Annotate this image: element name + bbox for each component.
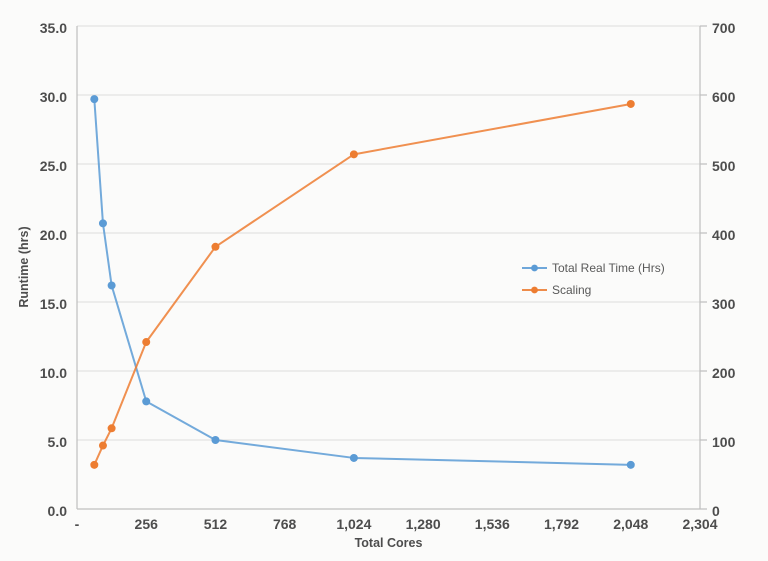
y-left-tick-label: 30.0 bbox=[39, 89, 67, 105]
y-right-tick-label: 400 bbox=[712, 227, 736, 243]
x-tick-label: 2,304 bbox=[682, 516, 718, 532]
data-point-scaling bbox=[211, 242, 220, 251]
data-point-total-real-time-hrs bbox=[626, 460, 635, 469]
y-right-tick-label: 600 bbox=[712, 89, 736, 105]
data-point-total-real-time-hrs bbox=[90, 95, 99, 104]
x-tick-label: 2,048 bbox=[613, 516, 649, 532]
y-right-tick-label: 200 bbox=[712, 365, 736, 381]
x-tick-label: 1,280 bbox=[405, 516, 441, 532]
data-point-scaling bbox=[626, 99, 635, 108]
x-tick-label: 256 bbox=[134, 516, 158, 532]
legend-item-scaling[interactable]: Scaling bbox=[522, 283, 665, 297]
data-point-total-real-time-hrs bbox=[98, 219, 107, 228]
data-point-total-real-time-hrs bbox=[349, 453, 358, 462]
y-left-tick-label: 35.0 bbox=[39, 20, 67, 36]
x-tick-label: 1,536 bbox=[474, 516, 510, 532]
legend-label-total-real-time: Total Real Time (Hrs) bbox=[552, 261, 665, 275]
data-point-total-real-time-hrs bbox=[211, 436, 220, 444]
x-axis-title: Total Cores bbox=[354, 536, 423, 550]
data-point-scaling bbox=[107, 424, 116, 433]
legend-item-total-real-time[interactable]: Total Real Time (Hrs) bbox=[522, 261, 665, 275]
data-point-scaling bbox=[98, 441, 107, 450]
x-tick-label: 1,792 bbox=[544, 516, 580, 532]
data-point-total-real-time-hrs bbox=[107, 281, 116, 290]
y-right-tick-label: 700 bbox=[712, 20, 736, 36]
data-point-total-real-time-hrs bbox=[142, 397, 151, 406]
y-left-tick-label: 15.0 bbox=[39, 296, 67, 312]
y-right-tick-label: 500 bbox=[712, 158, 736, 174]
y-left-tick-label: 5.0 bbox=[47, 434, 67, 450]
x-tick-label: 768 bbox=[272, 516, 297, 532]
y-axis-title: Runtime (hrs) bbox=[17, 226, 31, 308]
data-point-scaling bbox=[90, 460, 99, 469]
x-tick-label: - bbox=[74, 516, 80, 532]
y-left-tick-label: 0.0 bbox=[47, 503, 67, 519]
x-tick-label: 1,024 bbox=[336, 516, 372, 532]
y-left-tick-label: 20.0 bbox=[39, 227, 67, 243]
y-right-tick-label: 100 bbox=[712, 434, 736, 450]
y-left-tick-label: 25.0 bbox=[39, 158, 67, 174]
data-point-scaling bbox=[349, 150, 358, 159]
data-point-scaling bbox=[142, 338, 151, 347]
x-tick-label: 512 bbox=[203, 516, 228, 532]
legend-line-dot-icon bbox=[522, 286, 547, 294]
legend-label-scaling: Scaling bbox=[552, 283, 592, 297]
legend-line-dot-icon bbox=[522, 264, 547, 272]
y-left-tick-label: 10.0 bbox=[39, 365, 67, 381]
y-right-tick-label: 0 bbox=[712, 503, 720, 519]
chart-legend: Total Real Time (Hrs) Scaling bbox=[522, 261, 665, 297]
y-right-tick-label: 300 bbox=[712, 296, 736, 312]
